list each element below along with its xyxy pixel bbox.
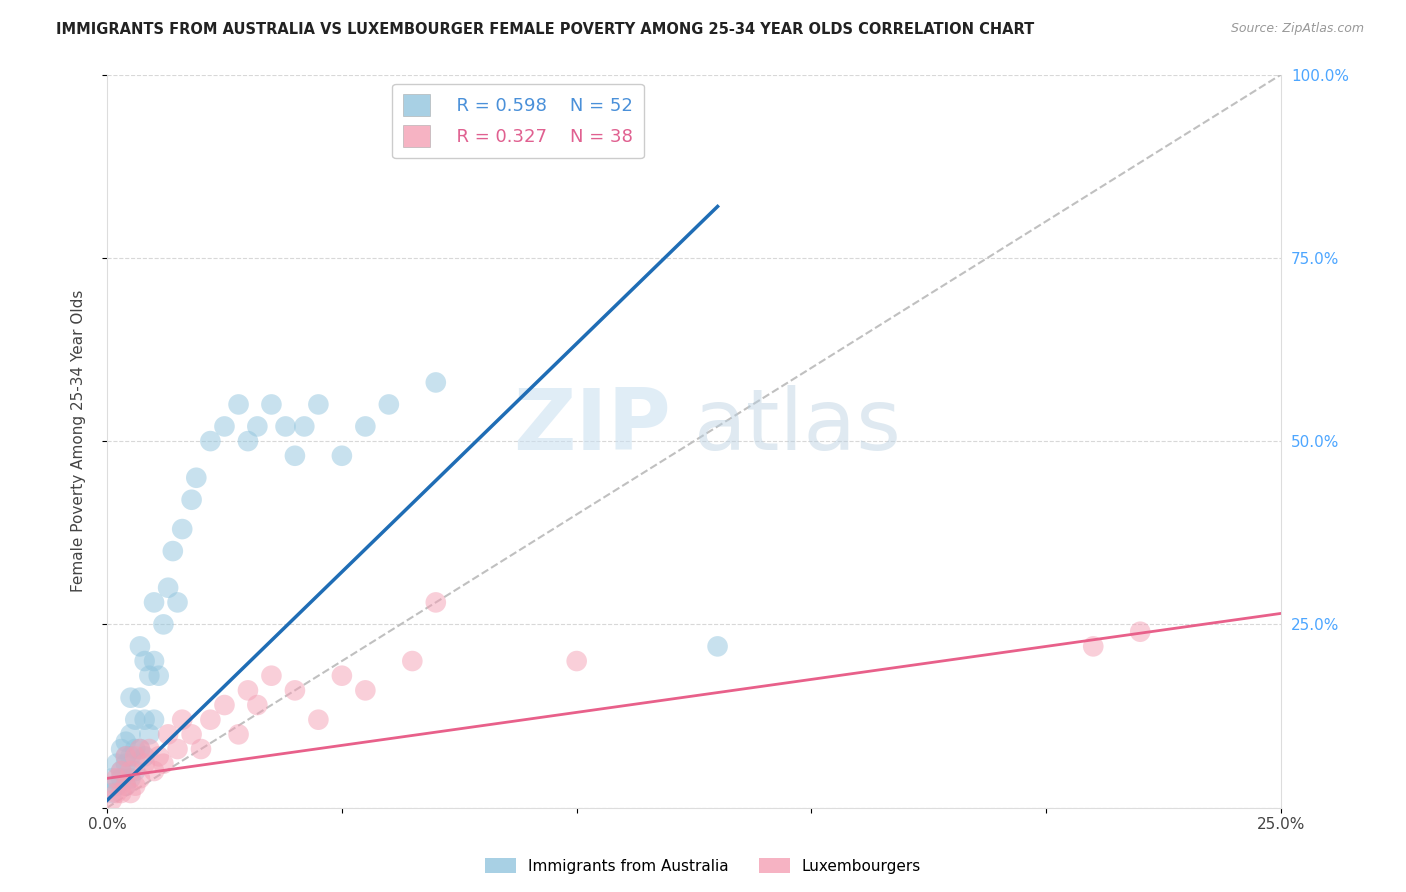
Point: [166, 595, 188, 609]
Point: [292, 419, 315, 434]
Text: IMMIGRANTS FROM AUSTRALIA VS LUXEMBOURGER FEMALE POVERTY AMONG 25-34 YEAR OLDS C: IMMIGRANTS FROM AUSTRALIA VS LUXEMBOURGE…: [56, 22, 1035, 37]
Point: [148, 749, 170, 764]
Point: [425, 376, 447, 390]
Point: [148, 669, 170, 683]
Point: [152, 756, 174, 771]
Point: [162, 544, 184, 558]
Point: [124, 779, 146, 793]
Point: [110, 764, 132, 778]
Point: [100, 772, 122, 786]
Point: [565, 654, 588, 668]
Point: [120, 772, 142, 786]
Point: [143, 654, 166, 668]
Point: [124, 749, 146, 764]
Point: [124, 742, 146, 756]
Point: [180, 492, 202, 507]
Point: [143, 713, 166, 727]
Point: [228, 397, 250, 411]
Point: [284, 683, 307, 698]
Point: [110, 764, 132, 778]
Point: [152, 617, 174, 632]
Point: [260, 669, 283, 683]
Point: [138, 742, 160, 756]
Point: [330, 669, 353, 683]
Legend:   R = 0.598    N = 52,   R = 0.327    N = 38: R = 0.598 N = 52, R = 0.327 N = 38: [392, 84, 644, 158]
Point: [200, 434, 222, 449]
Text: ZIP: ZIP: [513, 385, 671, 468]
Point: [115, 779, 138, 793]
Point: [129, 772, 152, 786]
Point: [129, 742, 152, 756]
Point: [124, 713, 146, 727]
Point: [115, 756, 138, 771]
Point: [124, 764, 146, 778]
Point: [120, 786, 142, 800]
Point: [134, 749, 156, 764]
Text: atlas: atlas: [695, 385, 903, 468]
Point: [354, 683, 377, 698]
Point: [105, 779, 128, 793]
Point: [134, 654, 156, 668]
Point: [1129, 624, 1152, 639]
Point: [378, 397, 401, 411]
Point: [115, 779, 138, 793]
Point: [307, 713, 329, 727]
Point: [110, 786, 132, 800]
Point: [143, 764, 166, 778]
Point: [200, 713, 222, 727]
Point: [157, 581, 180, 595]
Legend: Immigrants from Australia, Luxembourgers: Immigrants from Australia, Luxembourgers: [479, 852, 927, 880]
Y-axis label: Female Poverty Among 25-34 Year Olds: Female Poverty Among 25-34 Year Olds: [72, 290, 86, 592]
Point: [110, 742, 132, 756]
Point: [143, 595, 166, 609]
Point: [214, 419, 236, 434]
Point: [425, 595, 447, 609]
Point: [120, 764, 142, 778]
Point: [105, 756, 128, 771]
Point: [354, 419, 377, 434]
Point: [228, 727, 250, 741]
Point: [180, 727, 202, 741]
Point: [129, 640, 152, 654]
Point: [129, 690, 152, 705]
Point: [307, 397, 329, 411]
Point: [236, 683, 259, 698]
Point: [115, 749, 138, 764]
Point: [190, 742, 212, 756]
Point: [330, 449, 353, 463]
Point: [1083, 640, 1105, 654]
Point: [138, 727, 160, 741]
Point: [134, 713, 156, 727]
Point: [100, 793, 122, 807]
Point: [246, 698, 269, 712]
Text: Source: ZipAtlas.com: Source: ZipAtlas.com: [1230, 22, 1364, 36]
Point: [260, 397, 283, 411]
Point: [120, 727, 142, 741]
Point: [138, 669, 160, 683]
Point: [172, 713, 194, 727]
Point: [166, 742, 188, 756]
Point: [110, 772, 132, 786]
Point: [115, 749, 138, 764]
Point: [401, 654, 423, 668]
Point: [172, 522, 194, 536]
Point: [274, 419, 297, 434]
Point: [129, 742, 152, 756]
Point: [214, 698, 236, 712]
Point: [157, 727, 180, 741]
Point: [105, 786, 128, 800]
Point: [100, 786, 122, 800]
Point: [120, 749, 142, 764]
Point: [246, 419, 269, 434]
Point: [105, 772, 128, 786]
Point: [284, 449, 307, 463]
Point: [236, 434, 259, 449]
Point: [115, 734, 138, 748]
Point: [120, 690, 142, 705]
Point: [186, 471, 208, 485]
Point: [134, 756, 156, 771]
Point: [706, 640, 728, 654]
